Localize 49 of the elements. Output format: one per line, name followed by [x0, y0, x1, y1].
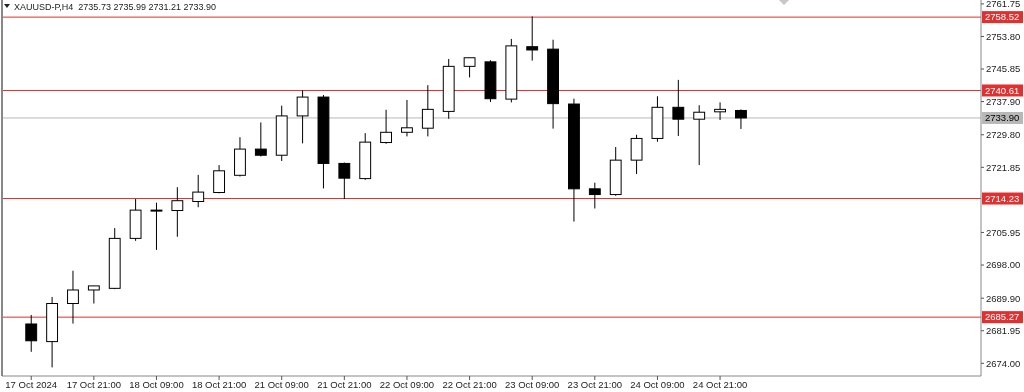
candlestick — [672, 79, 685, 137]
x-tick-label: 21 Oct 21:00 — [317, 379, 372, 390]
candlestick — [254, 121, 267, 157]
y-tick-label: 2674.00 — [986, 357, 1021, 369]
candlestick — [526, 15, 539, 62]
y-tick-label: 2729.80 — [986, 129, 1021, 141]
y-tick-label: 2721.85 — [986, 161, 1021, 173]
ref-line-label: 2740.61 — [985, 84, 1020, 96]
candlestick — [338, 162, 351, 200]
ref-line-label: 2733.90 — [985, 112, 1020, 124]
ref-line-label: 2685.27 — [985, 311, 1020, 323]
candlestick — [192, 174, 205, 208]
x-tick-label: 22 Oct 09:00 — [379, 379, 435, 390]
x-tick-label: 18 Oct 21:00 — [191, 379, 247, 390]
candlestick — [296, 90, 309, 144]
candlestick — [213, 164, 226, 194]
y-tick-label: 2698.00 — [986, 259, 1021, 271]
x-tick-label: 18 Oct 09:00 — [129, 379, 184, 390]
x-tick-label: 23 Oct 21:00 — [567, 379, 623, 390]
candlestick — [714, 101, 726, 121]
candlestick — [150, 202, 163, 251]
ref-line-label: 2714.23 — [985, 192, 1020, 204]
y-tick-label: 2689.90 — [986, 292, 1021, 304]
x-tick-label: 21 Oct 09:00 — [254, 379, 309, 390]
ref-line-label: 2758.52 — [985, 11, 1020, 23]
y-tick-label: 2681.95 — [986, 325, 1021, 337]
candlestick — [588, 182, 601, 209]
x-tick-label: 17 Oct 2024 — [5, 379, 58, 390]
x-tick-label: 22 Oct 21:00 — [442, 379, 497, 390]
candlestick — [25, 314, 38, 353]
candlestick — [421, 84, 434, 137]
candlestick — [67, 270, 79, 325]
x-tick-label: 24 Oct 09:00 — [630, 379, 685, 390]
y-tick-label: 2705.95 — [986, 226, 1021, 238]
x-tick-label: 17 Oct 21:00 — [66, 379, 122, 390]
candlestick — [630, 134, 643, 175]
candlestick — [735, 108, 747, 130]
y-tick-label: 2745.85 — [986, 63, 1021, 75]
chart-title: XAUUSD-P,H4 2735.73 2735.99 2731.21 2733.90 — [14, 2, 216, 12]
candlestick — [401, 99, 413, 137]
y-tick-label: 2737.90 — [986, 95, 1021, 107]
x-tick-label: 24 Oct 21:00 — [692, 379, 748, 390]
y-tick-label: 2753.80 — [986, 30, 1021, 42]
candlestick — [693, 104, 706, 166]
candlestick — [463, 57, 476, 78]
candlestick — [380, 109, 393, 145]
candlestick — [171, 186, 184, 238]
x-tick-label: 23 Oct 09:00 — [505, 379, 560, 390]
y-tick-label: 2761.75 — [986, 0, 1021, 10]
